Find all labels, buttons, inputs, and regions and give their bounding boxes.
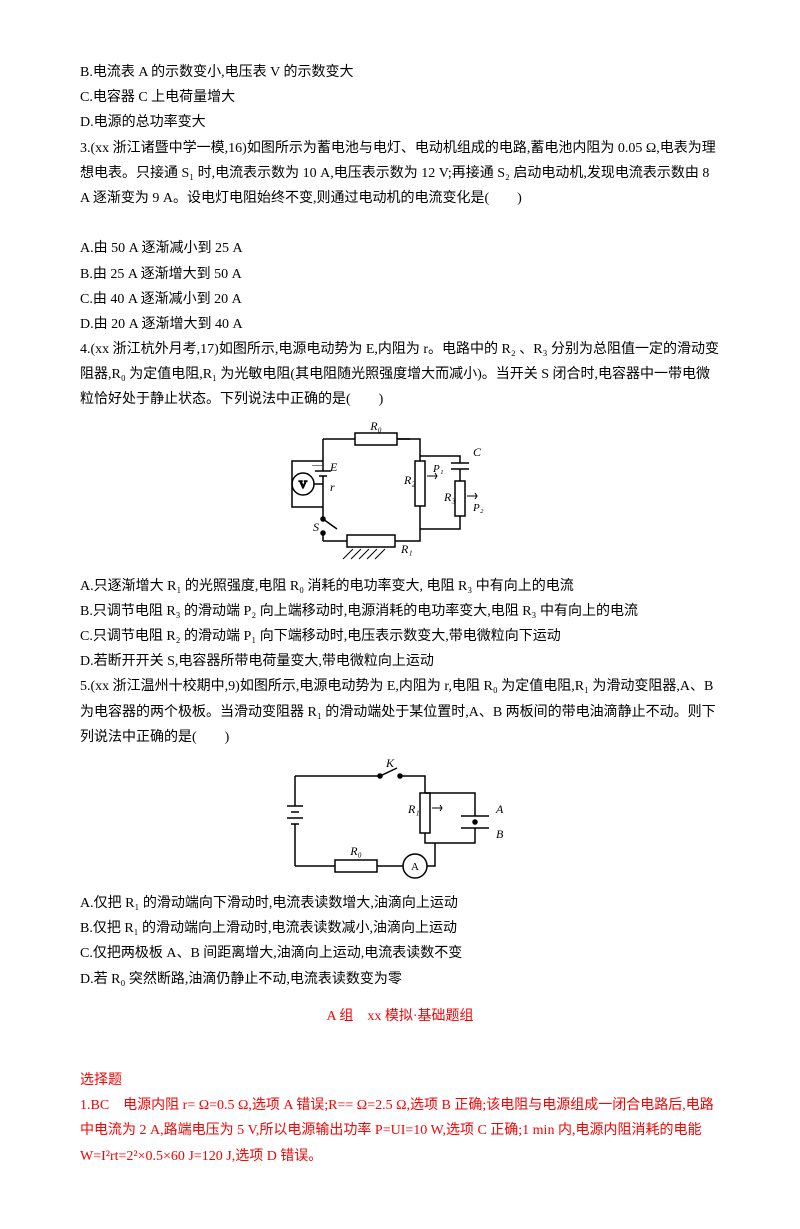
svg-text:—: —: [311, 460, 323, 471]
q4-option-b: B.只调节电阻 R₃ 的滑动端 P₂ 向上端移动时,电源消耗的电功率变大,电阻 …: [80, 599, 720, 624]
q5-option-c: C.仅把两极板 A、B 间距离增大,油滴向上运动,电流表读数不变: [80, 941, 720, 966]
q5-stem: 5.(xx 浙江温州十校期中,9)如图所示,电源电动势为 E,内阻为 r,电阻 …: [80, 674, 720, 750]
q3-stem: 3.(xx 浙江诸暨中学一模,16)如图所示为蓄电池与电灯、电动机组成的电路,蓄…: [80, 136, 720, 212]
q4-option-c: C.只调节电阻 R₂ 的滑动端 P₁ 向下端移动时,电压表示数变大,带电微粒向下…: [80, 624, 720, 649]
r0-label: R₀: [369, 421, 382, 433]
r1-label-5: R₁: [407, 802, 420, 816]
s-label: S: [313, 520, 319, 534]
voltmeter-label: V: [299, 479, 307, 491]
answer-1: 1.BC 电源内阻 r= Ω=0.5 Ω,选项 A 错误;R== Ω=2.5 Ω…: [80, 1093, 720, 1169]
q3-option-b: B.由 25 A 逐渐增大到 50 A: [80, 262, 720, 287]
option-d: D.电源的总功率变大: [80, 110, 720, 135]
r1-label: R₁: [400, 542, 413, 556]
r3-label: R₃: [443, 490, 456, 504]
q4-figure: V R₀ E r S R₁ R₂ R₃ P₁ P₂ C —: [80, 421, 720, 566]
r2-label: R₂: [403, 473, 416, 487]
p2-label: P₂: [472, 502, 484, 514]
q5-option-b: B.仅把 R₁ 的滑动端向上滑动时,电流表读数减小,油滴向上运动: [80, 916, 720, 941]
plate-a-label: A: [495, 802, 504, 816]
r-label: r: [330, 480, 335, 494]
q5-option-a: A.仅把 R₁ 的滑动端向下滑动时,电流表读数增大,油滴向上运动: [80, 891, 720, 916]
q5-figure: K R₀ R₁ A A B: [80, 758, 720, 883]
q3-option-d: D.由 20 A 逐渐增大到 40 A: [80, 312, 720, 337]
q4-option-d: D.若断开开关 S,电容器所带电荷量变大,带电微粒向上运动: [80, 649, 720, 674]
r0-label-5: R₀: [349, 844, 362, 858]
k-label: K: [385, 758, 395, 770]
q4-option-a: A.只逐渐增大 R₁ 的光照强度,电阻 R₀ 消耗的电功率变大, 电阻 R₃ 中…: [80, 574, 720, 599]
c-label: C: [473, 445, 482, 459]
q4-stem: 4.(xx 浙江杭外月考,17)如图所示,电源电动势为 E,内阻为 r。电路中的…: [80, 337, 720, 413]
option-b: B.电流表 A 的示数变小,电压表 V 的示数变大: [80, 60, 720, 85]
answer-group-title: A 组 xx 模拟·基础题组: [80, 1004, 720, 1029]
p1-label: P₁: [432, 463, 444, 475]
plate-b-label: B: [496, 827, 504, 841]
answer-section-title: 选择题: [80, 1068, 720, 1093]
q5-option-d: D.若 R₀ 突然断路,油滴仍静止不动,电流表读数变为零: [80, 967, 720, 992]
q3-option-a: A.由 50 A 逐渐减小到 25 A: [80, 236, 720, 261]
option-c: C.电容器 C 上电荷量增大: [80, 85, 720, 110]
e-label: E: [329, 460, 338, 474]
ammeter-label: A: [411, 861, 419, 873]
q3-option-c: C.由 40 A 逐渐减小到 20 A: [80, 287, 720, 312]
